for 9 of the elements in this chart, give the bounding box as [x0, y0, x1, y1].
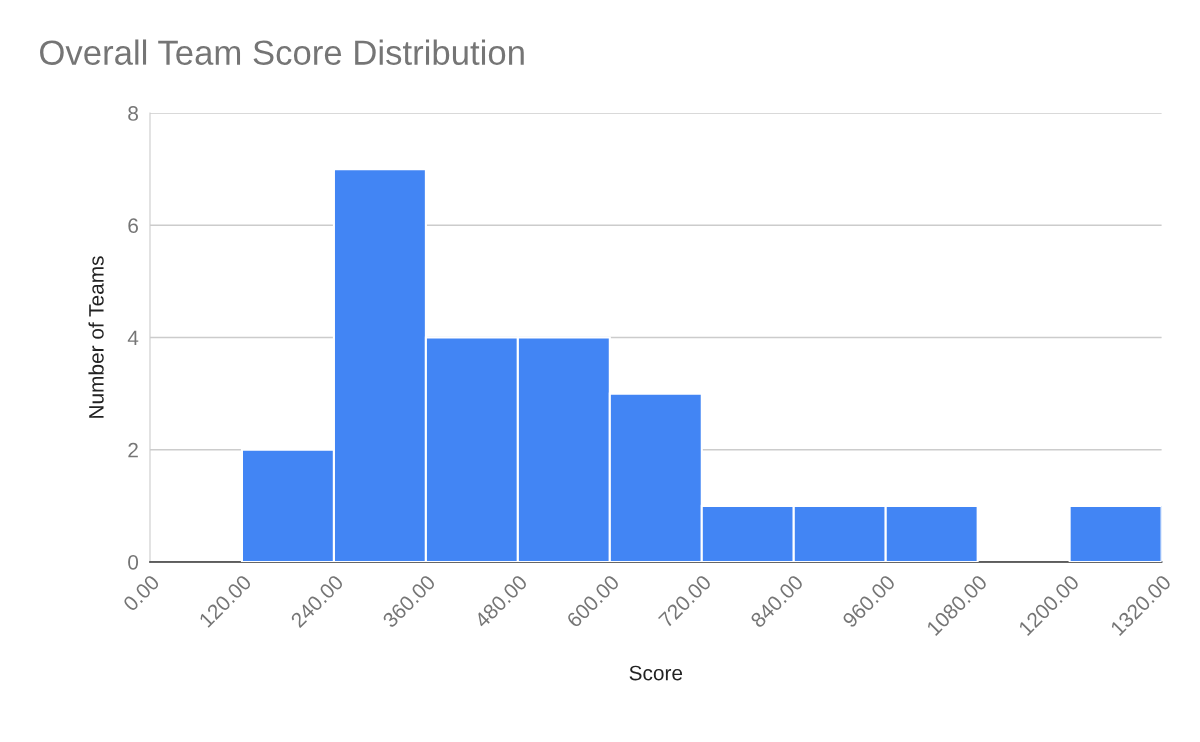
- x-axis-title: Score: [629, 665, 683, 681]
- chart-title: Overall Team Score Distribution: [40, 39, 524, 65]
- y-tick-label: 8: [128, 106, 138, 121]
- y-tick-label: 2: [128, 442, 138, 458]
- x-tick-label: 0.00: [122, 574, 161, 613]
- y-tick-label: 0: [128, 554, 139, 570]
- y-axis-title: Number of Teams: [88, 256, 104, 418]
- y-tick-label: 6: [128, 218, 138, 234]
- y-tick-label: 4: [127, 330, 139, 346]
